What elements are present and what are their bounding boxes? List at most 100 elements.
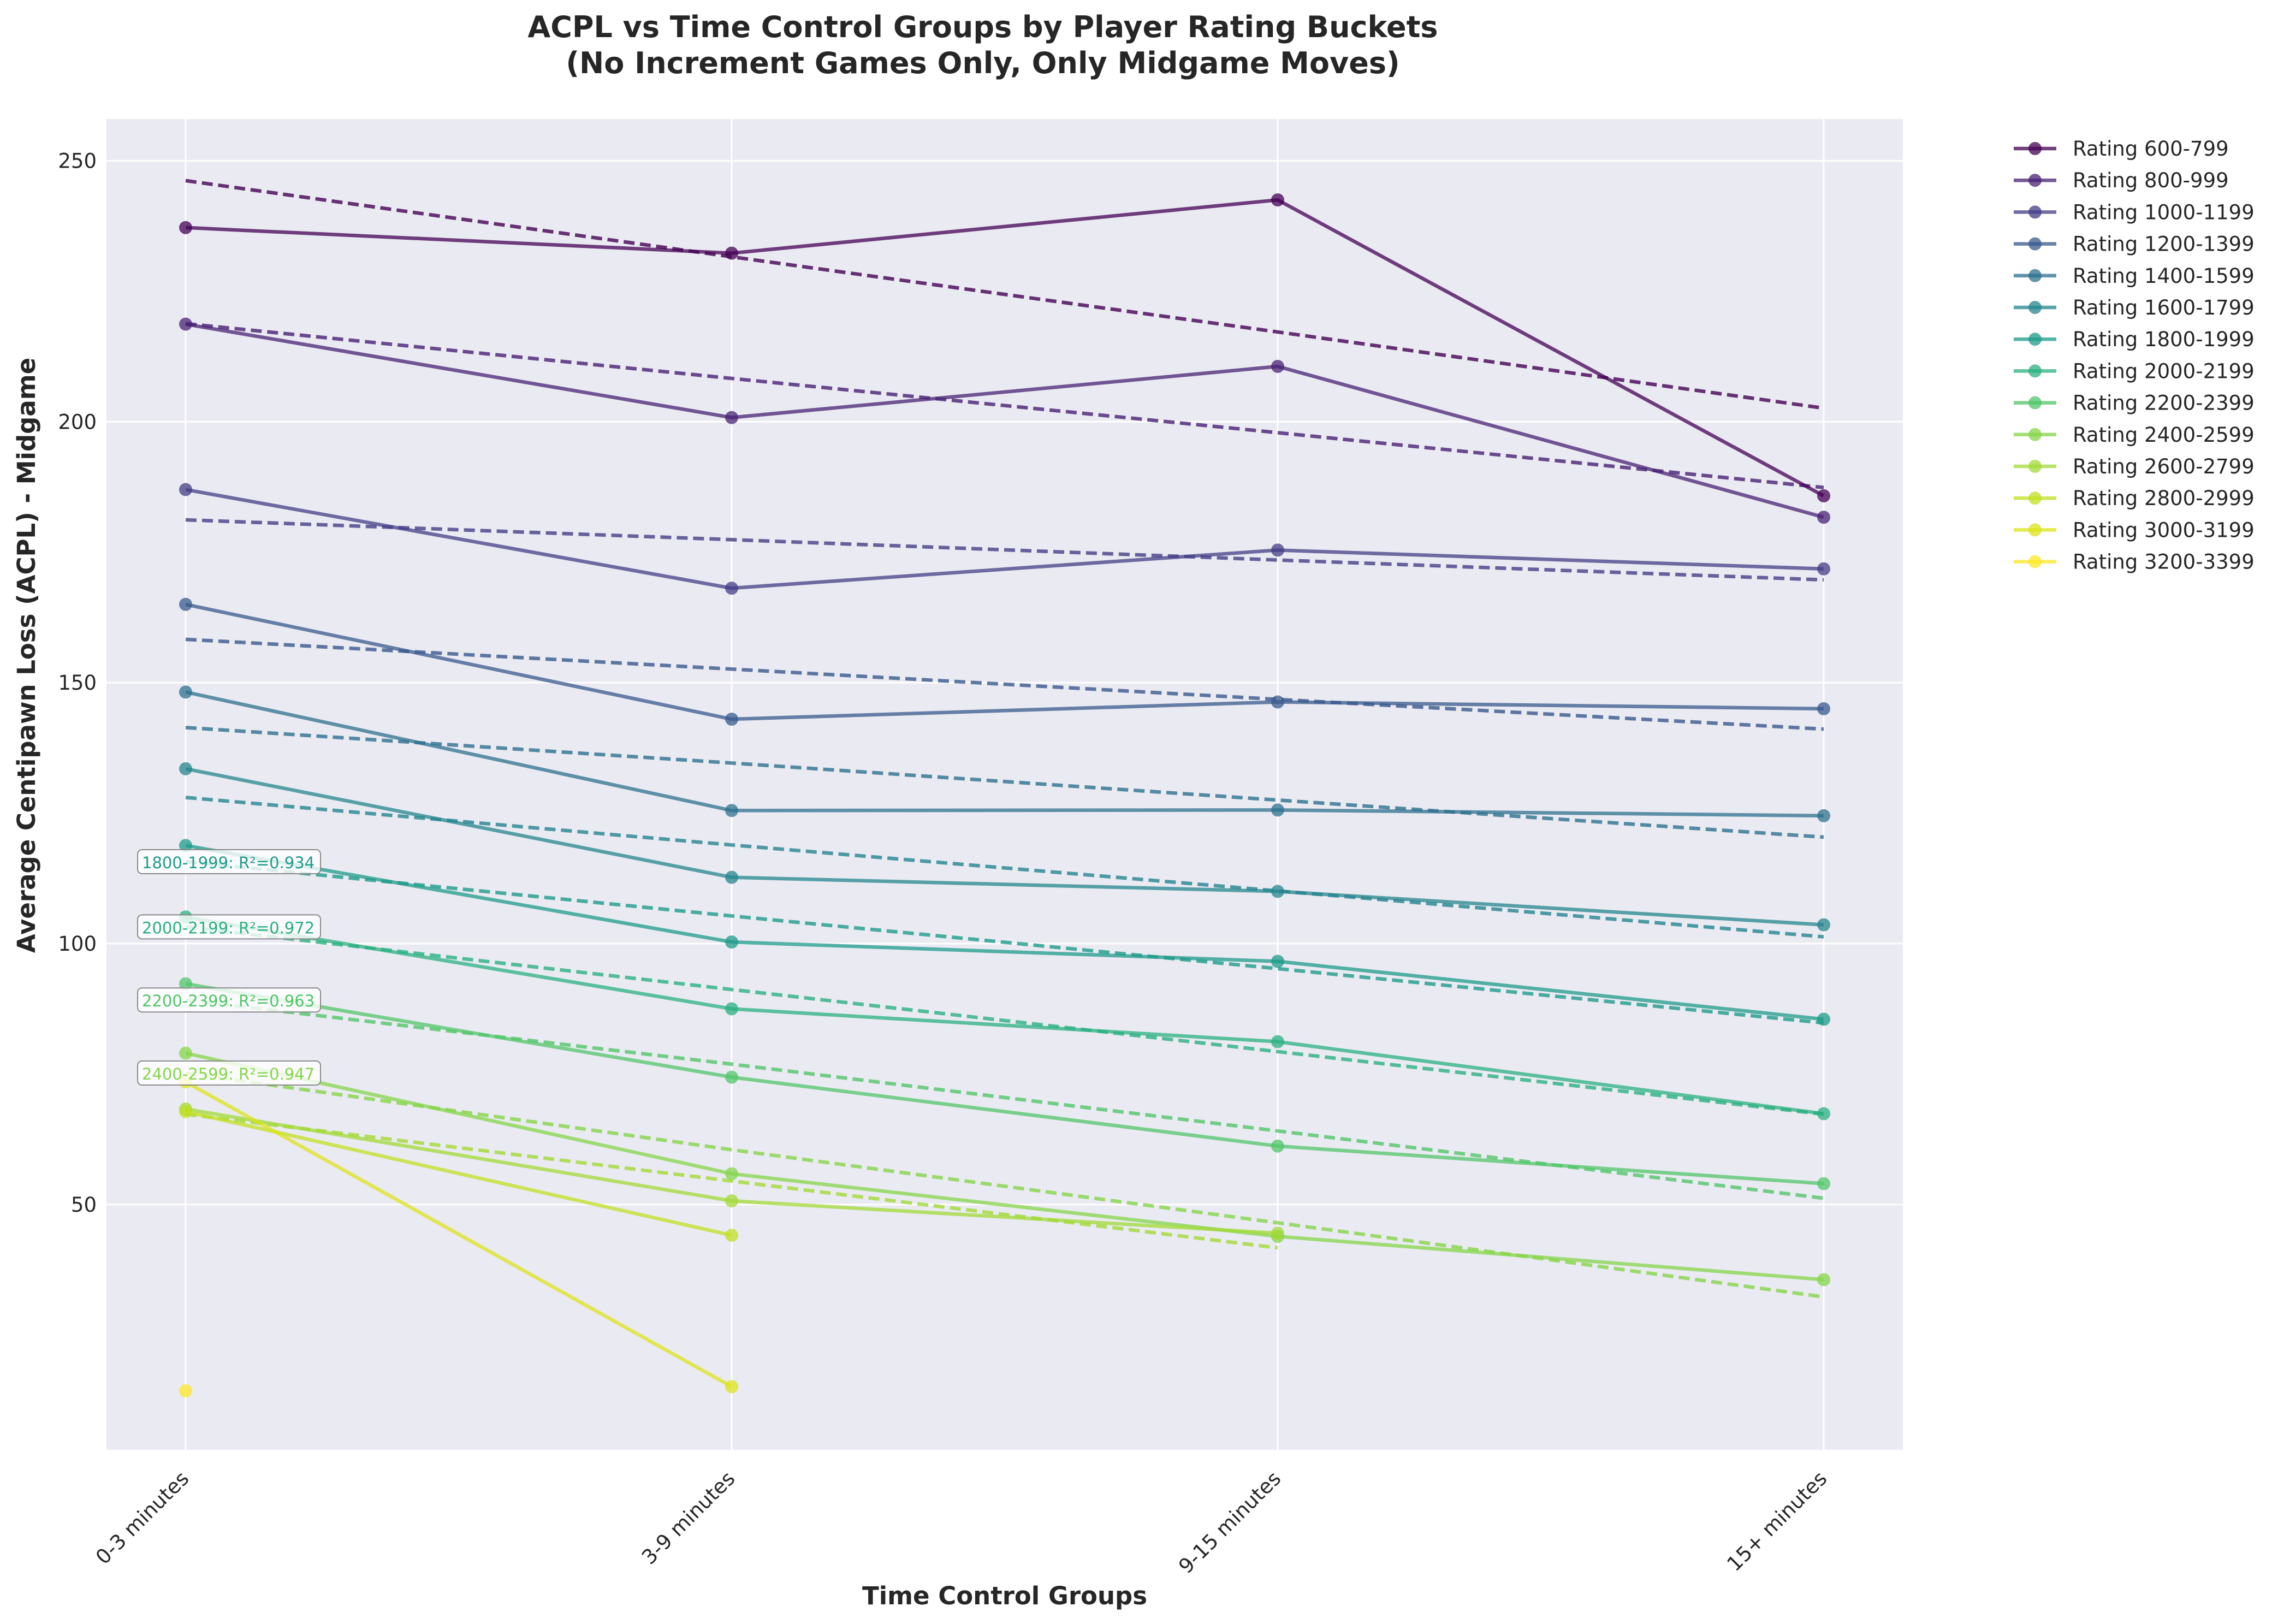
- series-line: [185, 488, 1824, 590]
- legend-marker: [2028, 142, 2042, 155]
- y-tick-label: 200: [58, 410, 97, 434]
- data-point: [1817, 511, 1830, 524]
- data-point: [725, 582, 738, 595]
- data-point: [1817, 1273, 1830, 1287]
- series-group: [179, 762, 1830, 932]
- legend-label: Rating 800-999: [2073, 169, 2229, 192]
- legend-marker: [2028, 396, 2042, 410]
- trend-line: [185, 998, 1824, 1200]
- series-group: [179, 1384, 192, 1398]
- chart-title: ACPL vs Time Control Groups by Player Ra…: [527, 10, 1438, 44]
- series-group: [179, 839, 1830, 1026]
- data-point: [179, 1105, 192, 1118]
- x-tick-label: 0-3 minutes: [91, 1467, 193, 1569]
- legend-label: Rating 2200-2399: [2073, 392, 2255, 415]
- legend-marker: [2028, 237, 2042, 251]
- x-axis-label: Time Control Groups: [862, 1581, 1147, 1610]
- data-point: [179, 1384, 192, 1398]
- data-point: [1271, 359, 1284, 373]
- data-point: [179, 1046, 192, 1060]
- data-point: [1817, 1177, 1830, 1190]
- r2-annotation: 2200-2399: R²=0.963: [142, 992, 315, 1010]
- data-point: [1817, 702, 1830, 715]
- series-line: [185, 1080, 733, 1389]
- legend-label: Rating 1400-1599: [2073, 264, 2255, 288]
- data-point: [1271, 955, 1284, 968]
- y-tick-label: 100: [58, 932, 97, 956]
- x-tick-label: 9-15 minutes: [1174, 1467, 1285, 1578]
- legend-label: Rating 2000-2199: [2073, 359, 2255, 383]
- series-line: [185, 767, 1824, 927]
- trend-line: [185, 322, 1824, 489]
- data-point: [1817, 1012, 1830, 1026]
- series-group: [179, 317, 1830, 524]
- trend-line: [185, 860, 1824, 1025]
- data-point: [725, 1229, 738, 1242]
- data-point: [1271, 193, 1284, 207]
- series-line: [185, 322, 1824, 519]
- legend-marker: [2028, 364, 2042, 378]
- data-point: [179, 762, 192, 775]
- data-point: [725, 1070, 738, 1084]
- legend-marker: [2028, 269, 2042, 282]
- data-point: [179, 977, 192, 991]
- series-line: [185, 602, 1824, 721]
- data-point: [1817, 562, 1830, 576]
- trend-line: [185, 1112, 1278, 1250]
- data-point: [179, 685, 192, 699]
- legend-label: Rating 1200-1399: [2073, 233, 2255, 256]
- plot-area: [106, 119, 1903, 1450]
- r2-annotation-box: [137, 987, 321, 1013]
- series-line: [185, 690, 1824, 818]
- trend-line: [185, 726, 1824, 839]
- series-group: [179, 977, 1830, 1190]
- data-point: [179, 839, 192, 852]
- data-point: [1271, 1226, 1284, 1240]
- y-tick-label: 50: [71, 1193, 97, 1217]
- trend-line: [185, 637, 1824, 731]
- legend-marker: [2028, 460, 2042, 473]
- data-point: [1817, 918, 1830, 932]
- grid: [106, 119, 1903, 1450]
- data-point: [1817, 809, 1830, 822]
- legend-label: Rating 2800-2999: [2073, 487, 2255, 510]
- r2-annotation: 2000-2199: R²=0.972: [142, 918, 315, 937]
- data-point: [725, 1167, 738, 1181]
- legend-marker: [2028, 174, 2042, 187]
- series-line: [185, 1051, 1824, 1282]
- legend-marker: [2028, 523, 2042, 537]
- data-point: [725, 1380, 738, 1394]
- legend-label: Rating 2400-2599: [2073, 423, 2255, 447]
- series-line: [185, 198, 1825, 497]
- legend: Rating 600-799 Rating 800-999 Rating 1000-…: [2014, 137, 2255, 574]
- legend-marker: [2028, 333, 2042, 346]
- trend-line: [185, 925, 1824, 1116]
- r2-annotation-box: [137, 1060, 321, 1086]
- x-tick-label: 15+ minutes: [1723, 1467, 1832, 1576]
- series-line: [185, 982, 1824, 1186]
- y-axis-label: Average Centipawn Loss (ACPL) - Midgame: [12, 358, 41, 953]
- series-line: [185, 844, 1824, 1021]
- data-point: [179, 221, 192, 234]
- data-point: [179, 483, 192, 496]
- data-point: [1271, 885, 1284, 898]
- trend-line: [185, 518, 1824, 582]
- r2-annotation-box: [137, 849, 321, 874]
- legend-marker: [2028, 301, 2042, 314]
- data-point: [725, 804, 738, 817]
- data-point: [1271, 1139, 1284, 1153]
- data-point: [1817, 489, 1830, 503]
- r2-annotation: 1800-1999: R²=0.934: [142, 854, 315, 872]
- trend-line: [185, 179, 1824, 410]
- legend-marker: [2028, 205, 2042, 219]
- r2-annotation: 2400-2599: R²=0.947: [142, 1065, 315, 1083]
- data-point: [1271, 803, 1284, 817]
- data-point: [179, 317, 192, 331]
- series-group: [179, 597, 1830, 726]
- chart-subtitle: (No Increment Games Only, Only Midgame M…: [566, 46, 1399, 80]
- y-tick-label: 150: [58, 671, 97, 695]
- series-group: [179, 483, 1830, 595]
- legend-label: Rating 3000-3199: [2073, 518, 2255, 542]
- data-point: [725, 1194, 738, 1208]
